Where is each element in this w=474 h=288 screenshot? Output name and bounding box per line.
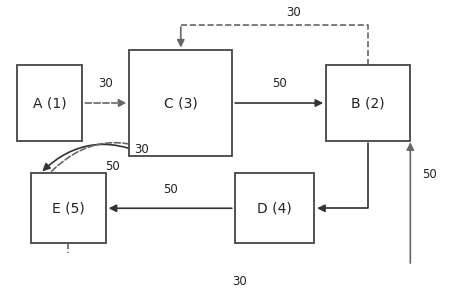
Text: D (4): D (4) <box>257 201 292 215</box>
Text: 30: 30 <box>134 143 149 156</box>
Text: 50: 50 <box>163 183 178 196</box>
Text: 30: 30 <box>232 275 247 288</box>
FancyBboxPatch shape <box>17 65 82 141</box>
Text: A (1): A (1) <box>33 96 66 110</box>
Text: 50: 50 <box>105 160 120 173</box>
Text: 30: 30 <box>286 6 301 19</box>
FancyBboxPatch shape <box>235 173 314 243</box>
Text: C (3): C (3) <box>164 96 198 110</box>
Text: B (2): B (2) <box>351 96 385 110</box>
FancyBboxPatch shape <box>326 65 410 141</box>
FancyBboxPatch shape <box>129 50 232 156</box>
Text: 30: 30 <box>99 77 113 90</box>
Text: E (5): E (5) <box>52 201 85 215</box>
Text: 50: 50 <box>422 168 437 181</box>
FancyBboxPatch shape <box>31 173 106 243</box>
Text: 50: 50 <box>272 77 287 90</box>
